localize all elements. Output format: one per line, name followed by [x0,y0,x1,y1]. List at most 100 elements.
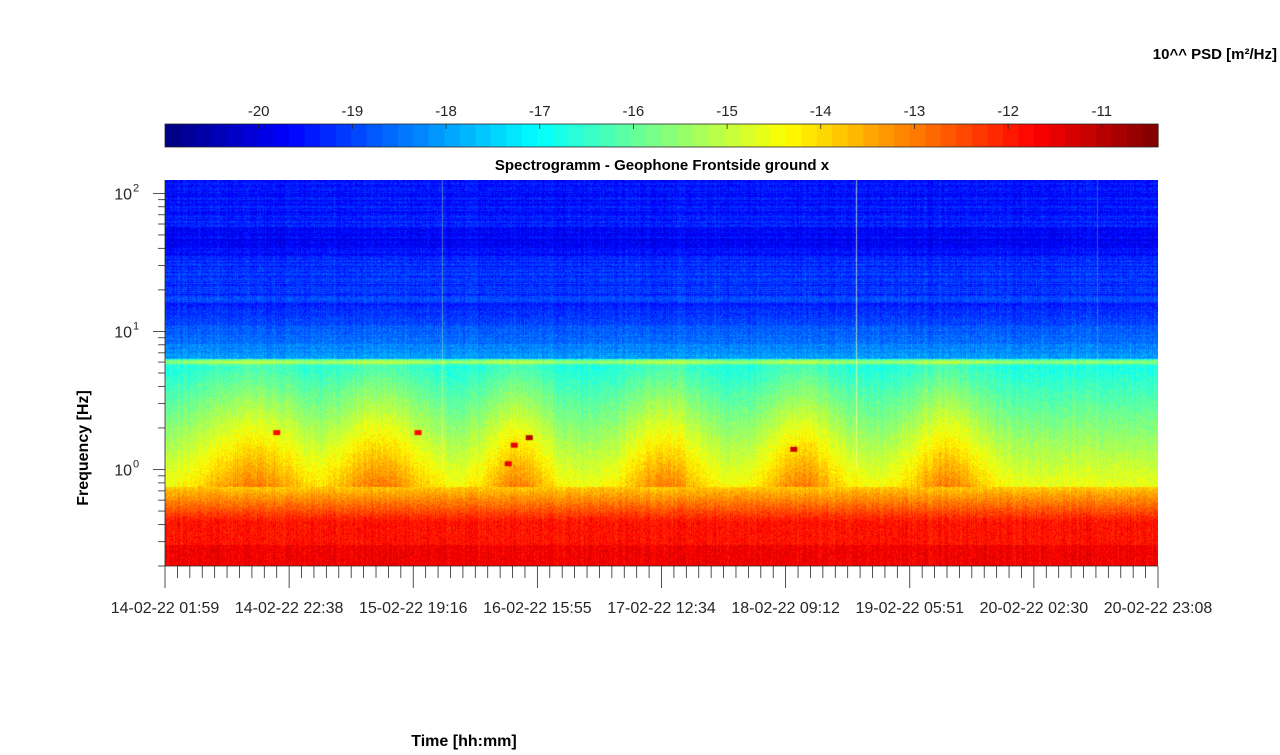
colorbar-segment [770,124,787,147]
colorbar-segment [599,124,616,147]
colorbar-tick-label: -12 [997,103,1019,120]
colorbar-segment [661,124,678,147]
colorbar-segment [1018,124,1035,147]
colorbar-segment [320,124,337,147]
colorbar-segment [459,124,476,147]
colorbar-segment [956,124,973,147]
colorbar-segment [366,124,383,147]
colorbar-segment [723,124,740,147]
colorbar-tick-label: -15 [716,103,738,120]
colorbar-segment [552,124,570,147]
colorbar-segment [847,124,864,147]
colorbar-segment [444,124,461,147]
colorbar-frame [164,123,1159,148]
colorbar-label: 10^^ PSD [m²/Hz] [1153,46,1277,63]
colorbar-segment [583,124,601,147]
colorbar-segment [925,124,942,147]
y-tick-exponent: 1 [133,320,139,332]
x-tick-label: 14-02-22 22:38 [235,600,344,617]
colorbar-segment [273,124,290,147]
colorbar-segment [971,124,988,147]
colorbar-segment [645,124,663,147]
colorbar-segment [909,124,926,147]
colorbar-tick-label: -11 [1092,103,1113,120]
y-tick-label: 10 [114,186,132,203]
colorbar-segment [382,124,399,147]
colorbar-segment [1002,124,1019,147]
colorbar-tick-label: -17 [529,103,551,120]
spectrogram-plot-area [165,180,1158,566]
colorbar-segment [692,124,709,147]
colorbar-ticks: -20 -19 -18 -17 -16 -15 -14 -13 -12 -11 [248,103,1112,129]
y-axis-label: Frequency [Hz] [75,390,92,506]
colorbar-segment [1111,124,1128,147]
colorbar-segment [180,124,197,147]
x-tick-label: 17-02-22 12:34 [607,600,716,617]
colorbar-tick-label: -16 [623,103,645,120]
colorbar-segment [1080,124,1097,147]
colorbar-segment [351,124,368,147]
colorbar-segment [630,124,647,147]
colorbar-tick-label: -20 [248,103,270,120]
colorbar-segment [894,124,911,147]
colorbar-segment [785,124,802,147]
colorbar-segment [1064,124,1082,147]
colorbar-segment [242,124,259,147]
colorbar-segment [537,124,554,147]
colorbar-segment [258,124,275,147]
colorbar-segment [1126,124,1144,147]
colorbar-segment [708,124,725,147]
x-axis-label: Time [hh:mm] [411,733,516,750]
y-tick-label: 10 [114,463,132,480]
colorbar-segment [816,124,833,147]
colorbar-segment [165,124,182,147]
x-tick-label: 14-02-22 01:59 [111,600,220,617]
colorbar-segment [227,124,244,147]
colorbar-segment [506,124,523,147]
colorbar-segment [289,124,306,147]
x-tick-label: 20-02-22 23:08 [1104,600,1213,617]
y-tick-exponent: 2 [133,182,139,194]
colorbar-tick-label: -18 [435,103,457,120]
x-tick-label: 18-02-22 09:12 [731,600,840,617]
y-tick-exponent: 0 [133,459,139,471]
chart-title: Spectrogramm - Geophone Frontside ground… [495,157,830,174]
colorbar-segment [801,124,818,147]
colorbar-tick-label: -14 [810,103,832,120]
colorbar-segment [397,124,414,147]
colorbar-segment [677,124,694,147]
colorbar-segment [413,124,430,147]
x-tick-label: 16-02-22 15:55 [483,600,592,617]
colorbar-tick-label: -13 [904,103,926,120]
spectrogram-heatmap [165,180,1158,566]
colorbar-segment [475,124,492,147]
x-tick-label: 15-02-22 19:16 [359,600,468,617]
y-tick-label: 10 [114,324,132,341]
colorbar-segment [739,124,756,147]
colorbar-segment [863,124,880,147]
colorbar-segment [211,124,228,147]
colorbar-segment [1049,124,1066,147]
colorbar-segment [428,124,445,147]
colorbar [164,123,1159,148]
x-tick-label: 19-02-22 05:51 [855,600,964,617]
colorbar-segment [940,124,957,147]
colorbar-segment [987,124,1004,147]
colorbar-segment [521,124,538,147]
colorbar-segment [304,124,321,147]
colorbar-segment [1142,124,1159,147]
x-axis: 14-02-22 01:59 14-02-22 22:38 15-02-22 19:… [111,565,1213,617]
colorbar-segment [832,124,849,147]
colorbar-segment [1033,124,1050,147]
colorbar-segment [196,124,213,147]
colorbar-segment [614,124,632,147]
colorbar-tick-label: -19 [342,103,364,120]
colorbar-segment [490,124,507,147]
colorbar-segment [754,124,771,147]
colorbar-segment [335,124,352,147]
colorbar-segment [568,124,585,147]
colorbar-segment [878,124,895,147]
